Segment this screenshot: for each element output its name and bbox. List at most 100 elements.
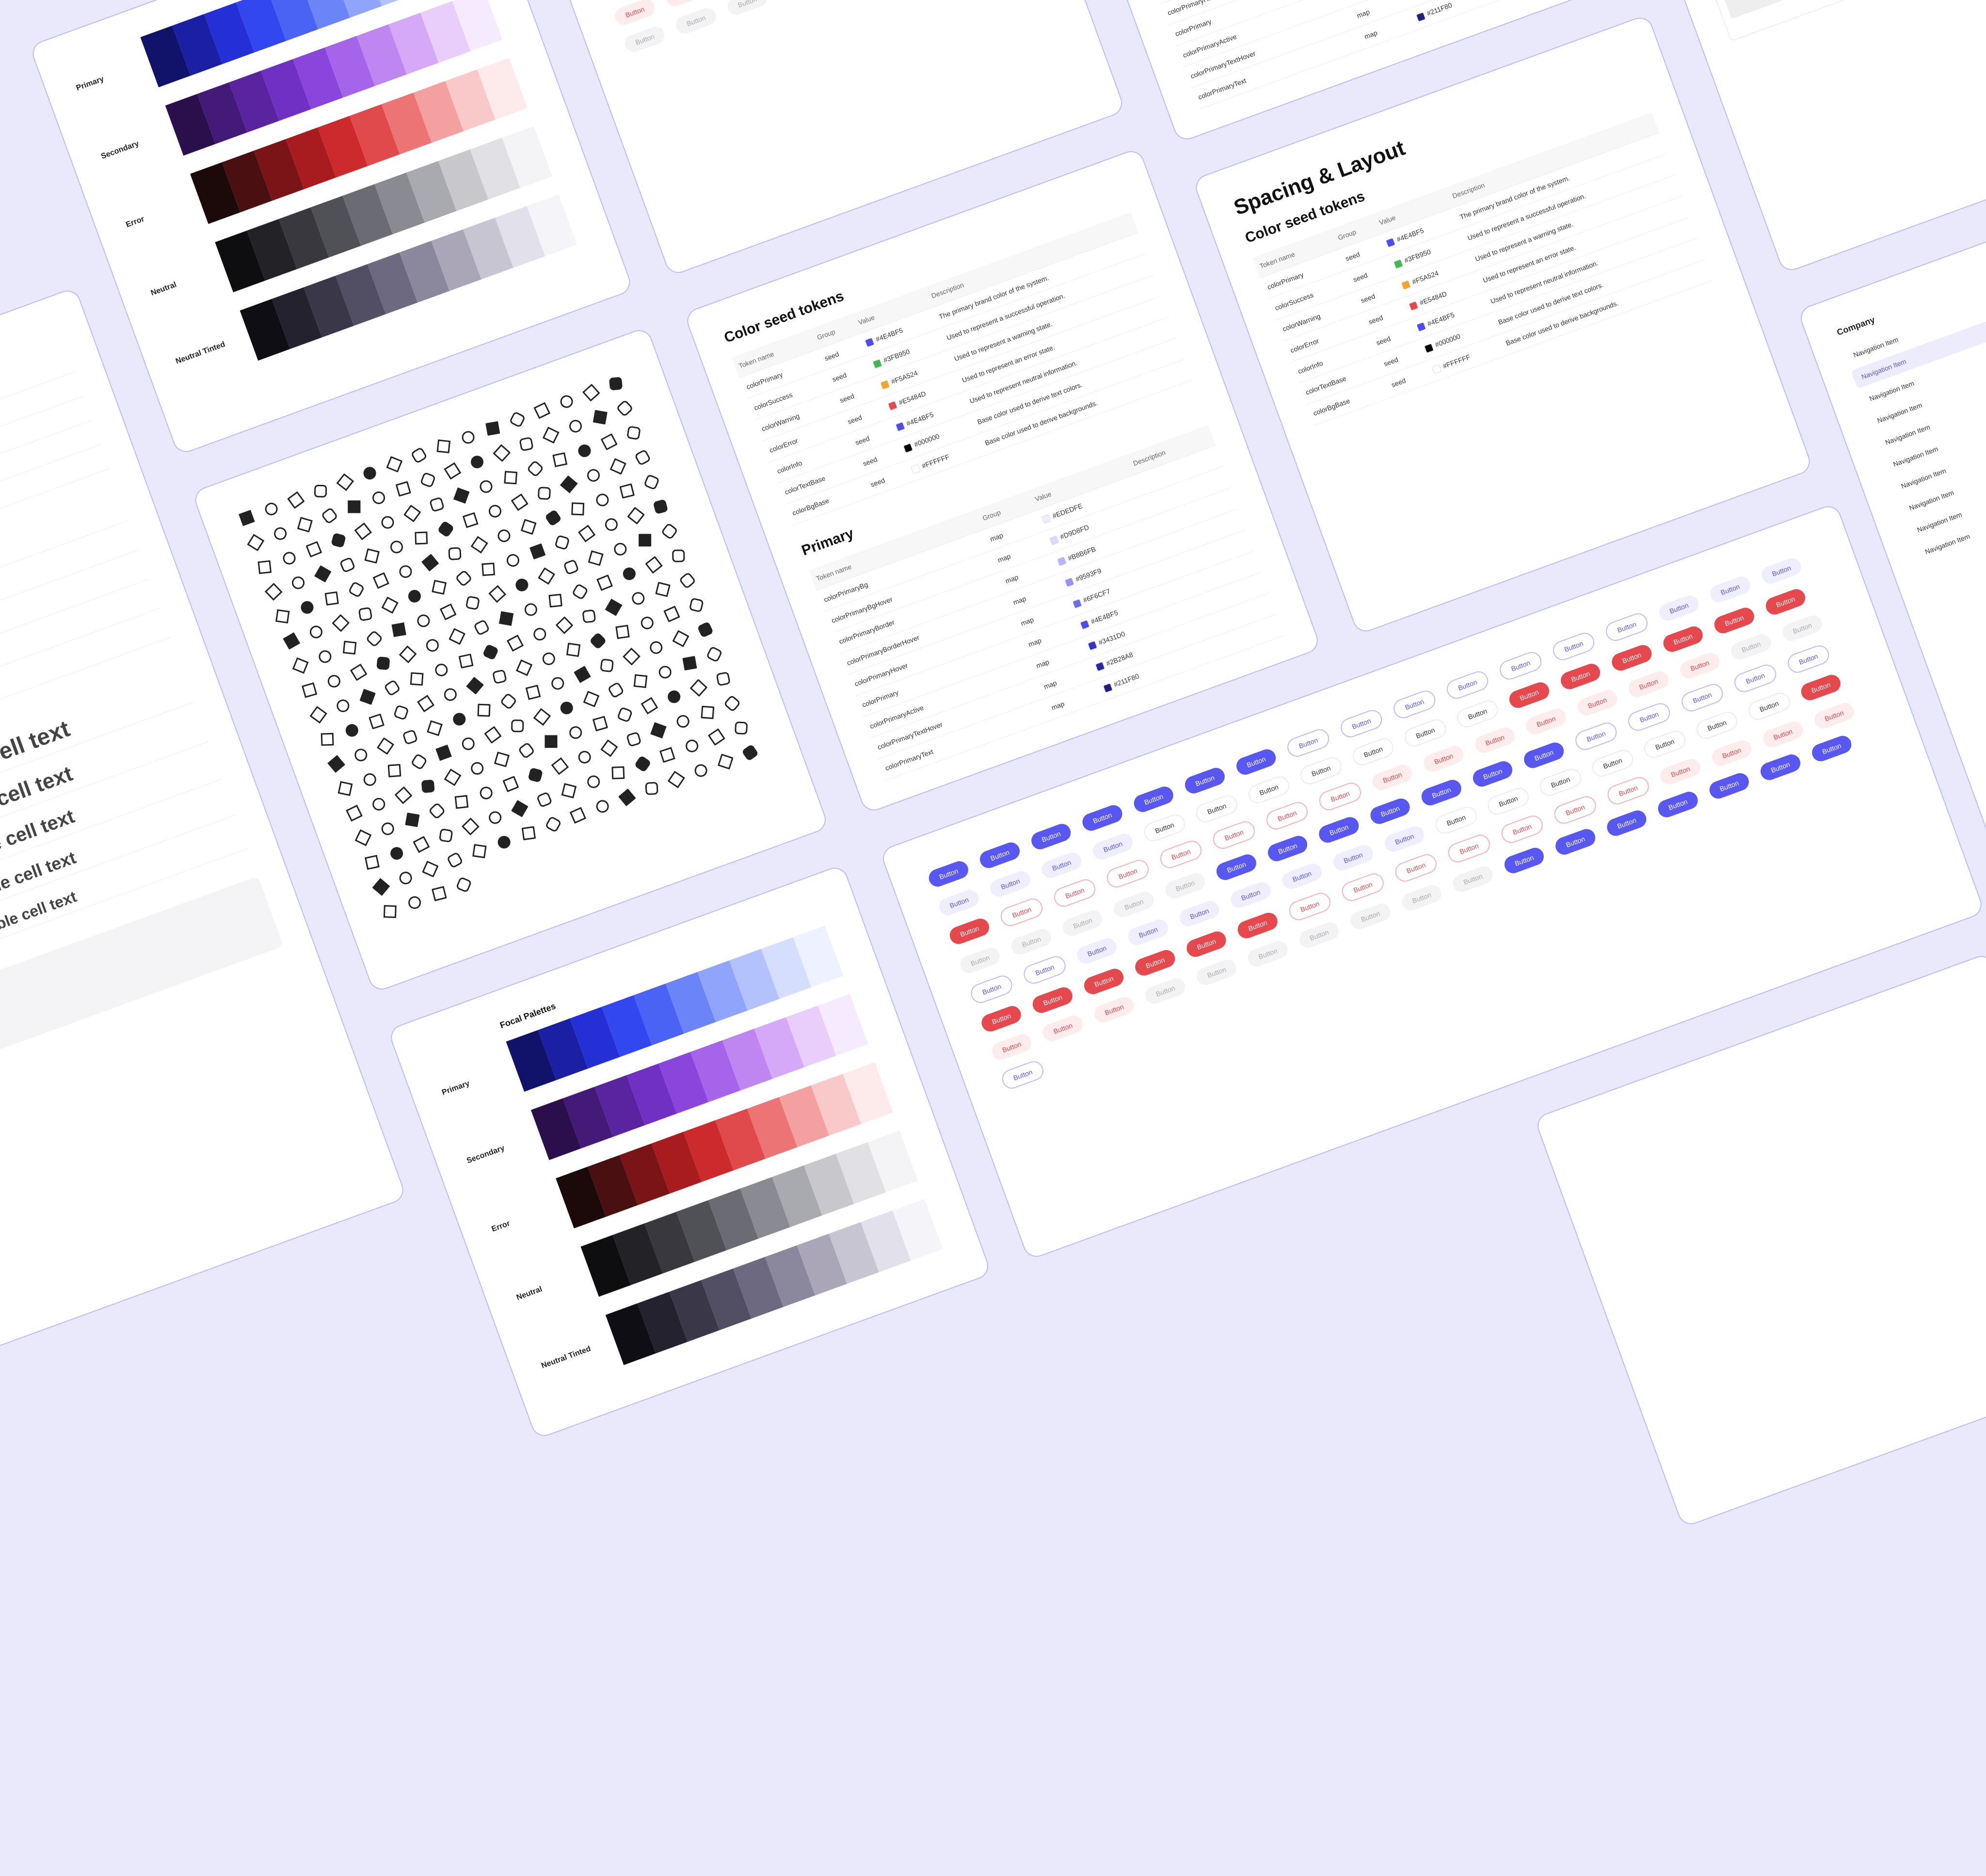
button[interactable]: Button [1126, 917, 1170, 948]
button[interactable]: Button [1051, 876, 1099, 910]
button[interactable]: Button [1141, 812, 1187, 844]
button[interactable]: Button [1368, 796, 1412, 827]
button[interactable]: Button [1785, 642, 1832, 676]
button[interactable]: Button [1264, 799, 1311, 832]
button[interactable]: Button [1708, 574, 1753, 605]
button[interactable]: Button [1558, 661, 1603, 692]
button[interactable]: Button [1391, 688, 1438, 721]
button[interactable]: Button [1177, 898, 1222, 929]
button[interactable]: Button [1677, 650, 1722, 681]
button[interactable]: Button [1761, 719, 1805, 750]
button[interactable]: Button [1498, 812, 1546, 846]
button[interactable]: Button [1707, 770, 1752, 801]
button[interactable]: Button [1350, 736, 1396, 768]
button[interactable]: Button [1029, 821, 1073, 852]
button[interactable]: Button [1470, 759, 1515, 789]
button[interactable]: Button [1382, 824, 1427, 855]
button[interactable]: Button [1658, 756, 1703, 787]
button[interactable]: Button [1157, 838, 1205, 871]
button[interactable]: Button [1433, 804, 1479, 836]
button[interactable]: Button [1656, 593, 1701, 623]
button[interactable]: Button [1798, 672, 1843, 703]
button[interactable]: Button [1370, 762, 1415, 793]
button[interactable]: Button [1184, 929, 1229, 959]
button[interactable]: Button [1039, 850, 1084, 881]
button[interactable]: Button [1538, 766, 1584, 798]
button[interactable]: Button [664, 0, 708, 9]
button[interactable]: Button [1553, 827, 1598, 857]
button[interactable]: Button [1080, 802, 1125, 833]
button[interactable]: Button [1009, 926, 1054, 957]
button[interactable]: Button [1111, 889, 1156, 920]
button[interactable]: Button [1746, 690, 1792, 722]
button[interactable]: Button [989, 1032, 1034, 1063]
button[interactable]: Button [1338, 707, 1385, 740]
button[interactable]: Button [1603, 610, 1650, 644]
button[interactable]: Button [1280, 861, 1324, 892]
button[interactable]: Button [1228, 879, 1273, 910]
button[interactable]: Button [1485, 785, 1531, 817]
button[interactable]: Button [1163, 870, 1208, 901]
button[interactable]: Button [1552, 793, 1599, 827]
button[interactable]: Button [1286, 890, 1333, 923]
button[interactable]: Button [1041, 1013, 1086, 1044]
button[interactable]: Button [1092, 994, 1137, 1025]
button[interactable]: Button [1421, 743, 1466, 774]
button[interactable]: Button [1609, 642, 1654, 673]
button[interactable]: Button [673, 5, 719, 36]
button[interactable]: Button [1143, 975, 1188, 1006]
button[interactable]: Button [937, 887, 981, 918]
button[interactable]: Button [1572, 719, 1620, 753]
button[interactable]: Button [1780, 613, 1825, 644]
button[interactable]: Button [1183, 765, 1227, 796]
button[interactable]: Button [1194, 793, 1240, 825]
button[interactable]: Button [1473, 725, 1517, 756]
button[interactable]: Button [1811, 700, 1857, 731]
button[interactable]: Button [1131, 784, 1176, 815]
button[interactable]: Button [1074, 936, 1120, 967]
button[interactable]: Button [1235, 910, 1280, 941]
button[interactable]: Button [1642, 728, 1688, 761]
button[interactable]: Button [1298, 755, 1344, 787]
button[interactable]: Button [1522, 740, 1567, 771]
button[interactable]: Button [1679, 681, 1726, 715]
button[interactable]: Button [1246, 938, 1290, 969]
button[interactable]: Button [1104, 857, 1152, 890]
button[interactable]: Button [623, 24, 667, 55]
button[interactable]: Button [1297, 920, 1342, 951]
button[interactable]: Button [947, 916, 992, 947]
button[interactable]: Button [1330, 842, 1376, 873]
button[interactable]: Button [1444, 668, 1491, 702]
button[interactable]: Button [926, 859, 971, 890]
button[interactable]: Button [1497, 649, 1544, 683]
button[interactable]: Button [1550, 630, 1598, 663]
button[interactable]: Button [1284, 726, 1332, 760]
button[interactable]: Button [1133, 947, 1178, 978]
button[interactable]: Button [1060, 907, 1105, 938]
button[interactable]: Button [1399, 882, 1444, 913]
button[interactable]: Button [1214, 852, 1259, 883]
button[interactable]: Button [1455, 698, 1501, 730]
button[interactable]: Button [1450, 864, 1495, 894]
button[interactable]: Button [999, 1058, 1047, 1092]
button[interactable]: Button [1081, 966, 1126, 997]
button[interactable]: Button [1316, 779, 1364, 813]
button[interactable]: Button [1090, 831, 1136, 862]
button[interactable]: Button [1265, 833, 1310, 864]
button[interactable]: Button [1589, 747, 1636, 779]
button[interactable]: Button [968, 972, 1015, 1006]
button[interactable]: Button [958, 945, 1003, 976]
button[interactable]: Button [1625, 700, 1673, 733]
button[interactable]: Button [988, 869, 1033, 899]
button[interactable]: Button [1709, 737, 1754, 768]
button[interactable]: Button [1763, 587, 1808, 617]
button[interactable]: Button [1419, 777, 1464, 808]
button[interactable]: Button [977, 840, 1023, 871]
button[interactable]: Button [1021, 953, 1069, 986]
button[interactable]: Button [1246, 774, 1292, 806]
button[interactable]: Button [1030, 985, 1075, 1016]
button[interactable]: Button [1759, 556, 1804, 586]
button[interactable]: Button [725, 0, 770, 17]
button[interactable]: Button [612, 0, 657, 28]
button[interactable]: Button [1655, 789, 1700, 820]
